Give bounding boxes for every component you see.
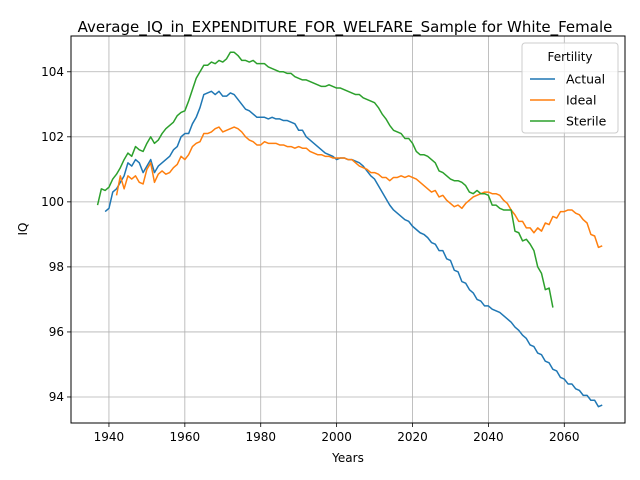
y-tick-label: 96: [49, 325, 64, 339]
x-tick-label: 2000: [321, 430, 352, 444]
legend-label-ideal: Ideal: [566, 93, 596, 108]
y-axis-label: IQ: [16, 223, 30, 236]
y-tick-label: 100: [41, 195, 64, 209]
chart-title: Average_IQ_in_EXPENDITURE_FOR_WELFARE_Sa…: [78, 18, 613, 37]
x-tick-label: 2040: [473, 430, 504, 444]
x-tick-label: 1960: [170, 430, 201, 444]
series-lines: [96, 51, 603, 408]
y-tick-label: 104: [41, 65, 64, 79]
series-line-actual: [104, 90, 603, 408]
y-tick-label: 102: [41, 130, 64, 144]
legend-label-sterile: Sterile: [566, 114, 607, 129]
plot-area-frame: [70, 35, 626, 424]
x-tick-label: 1980: [245, 430, 276, 444]
x-tick-label: 2020: [397, 430, 428, 444]
x-tick-label: 1940: [94, 430, 125, 444]
x-tick-label: 2060: [549, 430, 580, 444]
x-axis-ticks: 1940 1960 1980 2000 2020 2040 2060: [94, 423, 580, 444]
series-line-sterile: [96, 51, 554, 308]
legend-title: Fertility: [547, 50, 592, 64]
x-axis-label: Years: [331, 451, 364, 465]
y-tick-label: 98: [49, 260, 64, 274]
legend-label-actual: Actual: [566, 72, 605, 87]
y-axis-ticks: 94 96 98 100 102 104: [41, 65, 71, 404]
legend-box: [521, 42, 619, 134]
y-tick-label: 94: [49, 390, 64, 404]
series-line-ideal: [115, 126, 603, 249]
legend: Fertility Actual Ideal Sterile: [521, 42, 619, 134]
